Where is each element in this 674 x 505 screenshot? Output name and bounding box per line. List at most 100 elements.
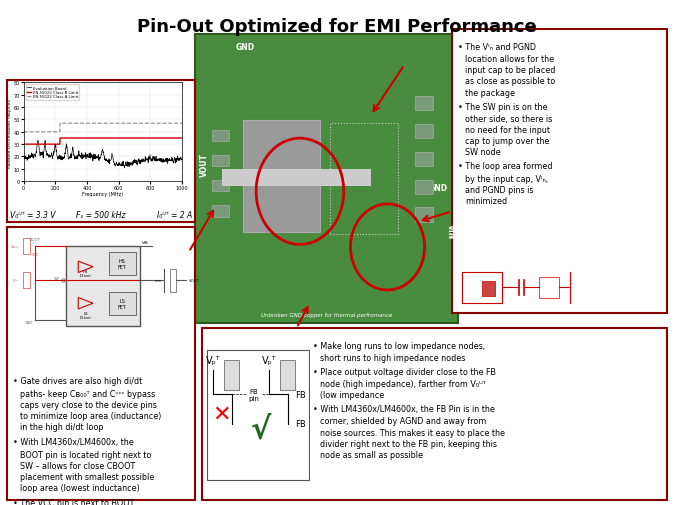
Bar (539, 278, 559, 298)
Text: GND: GND (236, 43, 255, 52)
Text: • With LM4360x/LM4600x, the: • With LM4360x/LM4600x, the (13, 437, 134, 446)
Text: other side, so there is: other side, so there is (465, 115, 552, 124)
Text: noise sources. This makes it easy to place the: noise sources. This makes it easy to pla… (320, 428, 505, 437)
Text: • Place output voltage divider close to the FB: • Place output voltage divider close to … (313, 367, 497, 376)
Text: Fₛ = 500 kHz: Fₛ = 500 kHz (76, 210, 126, 219)
Bar (280, 361, 295, 390)
EN 55022 Class A Limit (178, 121, 186, 127)
Text: input cap to be placed: input cap to be placed (465, 66, 555, 75)
Y-axis label: Radiated EMI Emissions (dBµV/m): Radiated EMI Emissions (dBµV/m) (9, 98, 13, 167)
Text: SW: SW (53, 277, 59, 281)
Text: • With LM4360x/LM4600x, the FB Pin is in the: • With LM4360x/LM4600x, the FB Pin is in… (313, 405, 495, 414)
Text: SW – allows for close CBOOT: SW – allows for close CBOOT (20, 461, 135, 470)
Text: (low impedance: (low impedance (320, 390, 384, 399)
Text: VIN: VIN (142, 240, 149, 244)
Bar (202, 328, 667, 500)
Text: placement with smallest possible: placement with smallest possible (20, 472, 154, 481)
Bar (195, 35, 458, 323)
Text: • The SW pin is on the: • The SW pin is on the (458, 103, 548, 112)
Text: no need for the input: no need for the input (465, 126, 550, 135)
EN 55022 Class B Limit (92, 136, 100, 142)
Text: node (high impedance), farther from V₀ᵁᵀ: node (high impedance), farther from V₀ᵁᵀ (320, 379, 486, 388)
Evaluation Board (121, 166, 129, 172)
Evaluation Board (126, 162, 134, 168)
Bar (415, 153, 433, 167)
Bar (7, 81, 195, 222)
Bar (171, 270, 177, 292)
EN 55022 Class A Limit (113, 121, 121, 127)
Evaluation Board (48, 153, 56, 159)
Text: VOUT: VOUT (200, 153, 208, 177)
Evaluation Board (178, 156, 186, 162)
Text: LS
Driver: LS Driver (80, 311, 92, 320)
EN 55022 Class B Limit (56, 136, 64, 142)
Text: • The loop area formed: • The loop area formed (458, 162, 553, 171)
Text: caps very close to the device pins: caps very close to the device pins (20, 400, 157, 409)
Evaluation Board (34, 138, 42, 144)
Bar (23, 273, 30, 289)
Text: VOUT: VOUT (189, 279, 200, 283)
Text: paths- keep Cʙ₀₀ᵀ and Cᵛᶜᶜ bypass: paths- keep Cʙ₀₀ᵀ and Cᵛᶜᶜ bypass (20, 389, 156, 398)
Text: VCC: VCC (32, 252, 39, 257)
Bar (415, 180, 433, 194)
Text: mm: mm (154, 279, 162, 283)
Text: ✕: ✕ (213, 404, 231, 424)
Text: √: √ (251, 414, 272, 443)
EN 55022 Class A Limit (56, 121, 64, 127)
Text: BOOT: BOOT (30, 237, 41, 241)
Circle shape (61, 279, 65, 283)
Line: EN 55022 Class A Limit: EN 55022 Class A Limit (24, 124, 182, 132)
Line: EN 55022 Class B Limit: EN 55022 Class B Limit (24, 139, 182, 145)
EN 55022 Class B Limit (178, 136, 186, 142)
Bar (330, 124, 398, 235)
Bar (109, 292, 136, 315)
EN 55022 Class B Limit (125, 136, 133, 142)
Text: loop area (lowest inductance): loop area (lowest inductance) (20, 483, 140, 492)
Text: BOOT pin is located right next to: BOOT pin is located right next to (20, 450, 152, 459)
Bar (415, 97, 433, 111)
Legend: Evaluation Board, EN 55022 Class B Limit, EN 55022 Class A Limit: Evaluation Board, EN 55022 Class B Limit… (26, 85, 79, 100)
EN 55022 Class B Limit (113, 136, 121, 142)
Bar (66, 247, 140, 326)
Text: FB
pin: FB pin (249, 388, 259, 401)
EN 55022 Class A Limit (92, 121, 100, 127)
Text: Pin-Out Optimized for EMI Performance: Pin-Out Optimized for EMI Performance (137, 18, 537, 36)
Text: Vₚᵀ: Vₚᵀ (262, 356, 276, 366)
Text: short runs to high impedance nodes: short runs to high impedance nodes (320, 353, 466, 362)
Evaluation Board (140, 157, 148, 163)
Text: location allows for the: location allows for the (465, 55, 554, 64)
Text: Vₚᵀ: Vₚᵀ (206, 356, 220, 366)
Bar (212, 181, 229, 192)
Bar (212, 130, 229, 141)
Bar (109, 252, 136, 275)
Text: Unbroken GND copper for thermal perfromance: Unbroken GND copper for thermal perfroma… (262, 312, 392, 317)
EN 55022 Class A Limit (125, 121, 133, 127)
EN 55022 Class A Limit (48, 129, 56, 135)
Bar (224, 361, 239, 390)
Evaluation Board (92, 153, 100, 159)
Text: GND: GND (25, 321, 33, 325)
EN 55022 Class B Limit (20, 142, 28, 148)
Text: Cᵛᶜᶜ: Cᵛᶜᶜ (13, 279, 20, 283)
Text: • Gate drives are also high di/dt: • Gate drives are also high di/dt (13, 376, 143, 385)
EN 55022 Class A Limit (139, 121, 147, 127)
Text: FB: FB (296, 390, 306, 399)
Text: in the high di/dt loop: in the high di/dt loop (20, 422, 104, 431)
Text: HS
Driver: HS Driver (80, 269, 92, 278)
Text: Cʙₒₒᵀ: Cʙₒₒᵀ (10, 245, 20, 249)
Bar (7, 227, 195, 500)
Evaluation Board (61, 156, 69, 162)
Bar (482, 281, 495, 296)
Text: SW node: SW node (465, 148, 501, 157)
Text: LS
FET: LS FET (118, 298, 127, 309)
Text: divider right next to the FB pin, keeping this: divider right next to the FB pin, keepin… (320, 439, 497, 448)
Evaluation Board (113, 162, 121, 168)
EN 55022 Class B Limit (139, 136, 147, 142)
Text: I₀ᵁᵀ = 2 A: I₀ᵁᵀ = 2 A (157, 210, 192, 219)
Text: FB: FB (296, 419, 306, 428)
Bar (415, 208, 433, 222)
Bar (212, 156, 229, 167)
Text: to minimize loop area (inductance): to minimize loop area (inductance) (20, 411, 162, 420)
Bar (222, 169, 371, 187)
EN 55022 Class A Limit (20, 129, 28, 135)
